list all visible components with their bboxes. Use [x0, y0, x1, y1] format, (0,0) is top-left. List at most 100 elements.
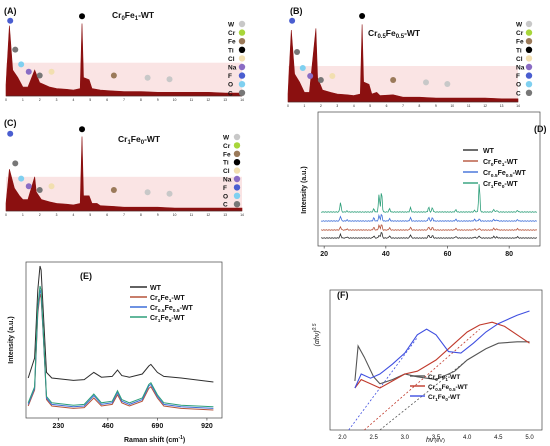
panel-f: (F) (αhν)0.5 hν(eV) 2.0 2.5 3.0 3.5 4.0 4.5 5.… [312, 289, 543, 444]
eds-x-tick-label: 8 [419, 104, 421, 108]
eds-spectrum-area [287, 24, 519, 103]
eds-peak-marker [79, 126, 86, 133]
eds-legend-label: Na [516, 65, 525, 72]
eds-legend-label: Fe [516, 39, 524, 46]
panel-b: (B) Cr0.5Fe0.5-WT 0 1 2 3 4 5 6 7 8 9 10 11 12 13 14WC… [287, 6, 533, 108]
tauc-legend-label-a: Cr [428, 394, 436, 401]
tauc-x-tick-label: 2.0 [338, 435, 347, 441]
eds-x-tick-label: 5 [369, 104, 371, 108]
eds-legend-dot [238, 20, 246, 28]
eds-legend-dot [525, 81, 533, 88]
eds-legend-dot [525, 46, 533, 53]
eds-legend-label: O [228, 82, 233, 89]
tauc-legend-label-b-sub: 0 [445, 397, 448, 402]
eds-legend-label: F [516, 73, 520, 80]
xrd-legend-label: Cr0Fe1-WT [483, 159, 518, 168]
eds-x-tick-label: 0 [5, 213, 7, 217]
eds-legend-dot [233, 175, 241, 183]
eds-legend-label: Na [228, 65, 237, 72]
raman-series-line [27, 289, 214, 409]
eds-peak-marker [166, 190, 173, 197]
panel-label-b: (B) [290, 6, 303, 16]
eds-x-tick-label: 11 [190, 213, 194, 217]
eds-x-tick-label: 9 [157, 213, 159, 217]
eds-legend-label: W [223, 135, 230, 142]
eds-legend-dot [238, 46, 246, 53]
panel-c: (C) Cr1Fe0-WT 0 1 2 3 4 5 6 7 8 9 10 11 12 13 14WCrFeT… [4, 118, 244, 217]
eds-spectrum-area [5, 136, 243, 212]
tauc-legend-label-b: Fe [438, 374, 446, 381]
eds-peak-marker [359, 13, 366, 19]
eds-peak-marker [299, 65, 306, 71]
panel-label-f: (F) [337, 290, 349, 300]
eds-legend-label: Na [223, 177, 232, 184]
eds-peak-marker [166, 76, 173, 83]
panel-c-title: Cr1Fe0-WT [118, 134, 161, 146]
eds-x-tick-label: 9 [435, 104, 437, 108]
raman-legend-label-c: -WT [171, 295, 185, 302]
eds-x-tick-label: 8 [140, 98, 142, 102]
eds-legend-dot [525, 72, 533, 79]
eds-peak-marker [18, 175, 25, 182]
tauc-legend-label-b: Fe [438, 394, 446, 401]
eds-legend-label: Ti [223, 160, 229, 167]
eds-legend-dot [233, 167, 241, 174]
eds-legend-label: Cl [228, 56, 235, 63]
eds-peak-marker [423, 79, 429, 86]
eds-legend-dot [233, 192, 241, 199]
xrd-legend-label-a-sub: 1 [491, 184, 494, 190]
eds-legend-label: Cr [516, 30, 524, 37]
eds-x-tick-label: 13 [223, 213, 227, 217]
panel-e: (E) Intensity (a.u.) Raman shift (cm-1) … [8, 261, 223, 444]
xrd-legend-label-b-sub: 1 [502, 162, 505, 168]
eds-x-tick-label: 9 [157, 98, 159, 102]
eds-legend-label: C [223, 202, 228, 209]
raman-x-tick-label: 690 [152, 423, 164, 430]
raman-legend-label-b: Fe [161, 315, 169, 322]
eds-x-tick-label: 1 [22, 213, 24, 217]
xrd-legend-label-a: Cr [483, 159, 491, 166]
eds-legend-label: O [223, 193, 228, 200]
eds-legend-dot [238, 38, 246, 45]
eds-peak-marker [25, 68, 32, 75]
raman-x-tick-label: 920 [201, 423, 213, 430]
eds-legend-label: C [516, 90, 521, 97]
eds-legend-label: O [516, 82, 521, 89]
xrd-legend-label-a: Cr [483, 181, 491, 188]
tauc-x-tick-label: 4.5 [494, 435, 503, 441]
eds-x-tick-label: 1 [304, 104, 306, 108]
xrd-legend-label-a: Cr [483, 170, 491, 177]
eds-peak-marker [390, 77, 397, 83]
xrd-legend-label-a-sub: 0.5 [491, 173, 498, 179]
eds-peak-marker [79, 13, 86, 20]
eds-x-tick-label: 12 [483, 104, 487, 108]
eds-x-tick-label: 14 [240, 98, 244, 102]
eds-legend-dot [525, 63, 533, 71]
eds-peak-marker [25, 183, 32, 190]
eds-x-tick-label: 5 [89, 98, 91, 102]
eds-peak-marker [7, 17, 14, 24]
tauc-legend-label-c: -WT [455, 384, 467, 391]
eds-peak-marker [289, 17, 296, 24]
eds-peak-marker [12, 160, 19, 167]
xrd-legend-label-a-sub: 0 [491, 162, 494, 168]
eds-x-tick-label: 10 [451, 104, 455, 108]
eds-peak-marker [144, 189, 151, 196]
eds-x-tick-label: 3 [336, 104, 338, 108]
xrd-x-tick-label: 40 [382, 251, 390, 258]
raman-x-tick-label: 460 [102, 423, 114, 430]
eds-legend-label: Fe [223, 151, 231, 158]
eds-peak-marker [317, 77, 324, 83]
raman-legend-label-b: Fe [165, 305, 173, 312]
xrd-plot-frame [317, 111, 541, 247]
eds-legend-dot [525, 29, 533, 36]
eds-legend-dot [238, 63, 246, 71]
raman-series-line [27, 293, 214, 411]
eds-peak-marker [7, 130, 14, 137]
raman-legend-label-c: -WT [180, 305, 194, 312]
raman-legend-label-a: Cr [150, 295, 158, 302]
eds-x-tick-label: 7 [402, 104, 404, 108]
eds-peak-marker [36, 187, 43, 193]
eds-x-tick-label: 6 [106, 213, 108, 217]
